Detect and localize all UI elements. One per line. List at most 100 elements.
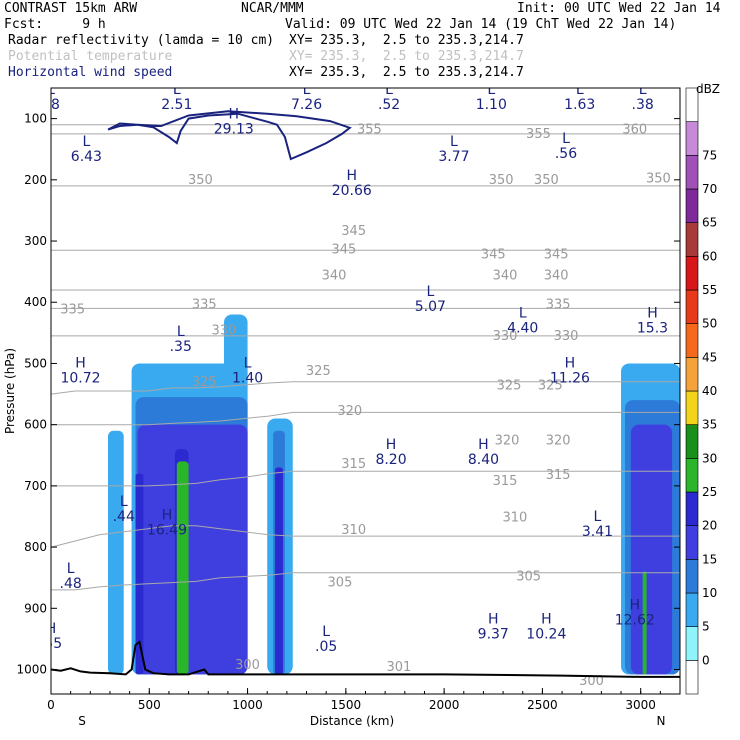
wind-extremum-marker: L: [594, 509, 602, 525]
wind-extremum-value: .44: [113, 509, 135, 525]
wind-extremum-value: 10.24: [526, 627, 566, 643]
wind-extremum-marker: H: [162, 508, 173, 524]
terrain-line: [51, 640, 680, 678]
y-tick-label: 700: [24, 479, 47, 493]
wind-extremum-value: .55: [40, 636, 62, 652]
wind-extremum-value: .52: [378, 97, 400, 113]
colorbar-label: 40: [702, 384, 717, 398]
forecast-hour: Fcst: 9 h: [4, 17, 106, 32]
wind-extremum-marker: H: [386, 437, 397, 453]
wind-extremum-value: 1.40: [232, 371, 263, 387]
theta-label: 335: [546, 298, 571, 313]
colorbar-cell: [685, 188, 699, 223]
theta-label: 350: [646, 172, 671, 187]
colorbar-label: 75: [702, 148, 717, 162]
colorbar-label: 65: [702, 216, 717, 230]
wind-extremum-marker: H: [478, 437, 489, 453]
colorbar-cell: [685, 155, 699, 190]
theta-label: 325: [538, 378, 563, 393]
wind-extremum-value: 29.13: [214, 122, 254, 138]
theta-label: 350: [489, 173, 514, 188]
valid-time: Valid: 09 UTC Wed 22 Jan 14 (19 ChT Wed …: [285, 17, 677, 32]
colorbar-cell: [685, 121, 699, 156]
wind-extremum-value: 10.72: [60, 371, 100, 387]
colorbar-label: 30: [702, 451, 717, 465]
wind-extremum-marker: L: [450, 134, 458, 150]
wind-extremum-marker: H: [630, 598, 641, 614]
colorbar-cell: [685, 592, 699, 627]
colorbar-label: 55: [702, 283, 717, 297]
wind-extremum-value: 3.41: [582, 524, 613, 540]
colorbar-label: 15: [702, 552, 717, 566]
theta-label: 305: [328, 576, 353, 591]
colorbar-label: 70: [702, 182, 717, 196]
wind-extremum-marker: L: [120, 494, 128, 510]
wind-extremum-marker: H: [75, 356, 86, 372]
colorbar-label: 0: [702, 653, 710, 667]
theta-label: 350: [534, 173, 559, 188]
wind-extremum-value: 2.51: [161, 97, 192, 113]
x-tick-label: 2000: [429, 698, 460, 712]
wind-extremum-value: 1.63: [564, 97, 595, 113]
wind-extremum-value: 3.77: [438, 149, 469, 165]
reflectivity-column: [642, 571, 647, 675]
y-tick-label: 300: [24, 234, 47, 248]
y-tick-label: 200: [24, 173, 47, 187]
field-theta-xy: XY= 235.3, 2.5 to 235.3,214.7: [289, 49, 524, 64]
wind-layer: L08L2.51L7.26L.52L1.10L1.63L.38H29.13L6.…: [40, 82, 668, 655]
wind-extremum-value: .56: [555, 146, 577, 162]
field-theta: Potential temperature: [8, 49, 173, 64]
theta-label: 310: [341, 523, 366, 538]
field-wind-xy: XY= 235.3, 2.5 to 235.3,214.7: [289, 65, 524, 80]
wind-extremum-value: 12.62: [615, 613, 655, 629]
wind-extremum-marker: H: [647, 306, 658, 322]
y-tick-label: 100: [24, 112, 47, 126]
center-label: NCAR/MMM: [241, 1, 304, 16]
y-tick-label: 500: [24, 356, 47, 370]
wind-extremum-marker: L: [82, 134, 90, 150]
x-tick-label: 3000: [625, 698, 656, 712]
reflectivity-column: [176, 461, 189, 675]
colorbar-label: 35: [702, 418, 717, 432]
wind-extremum-marker: L: [562, 131, 570, 147]
south-label: S: [78, 714, 86, 728]
wind-extremum-value: 5.07: [415, 299, 446, 315]
wind-extremum-marker: L: [426, 284, 434, 300]
wind-extremum-marker: L: [67, 561, 75, 577]
colorbar: 0 5 10 15 20 25 30 35 40 45 50 55 60 65 70 75: [685, 87, 717, 695]
wind-extremum-value: 8.40: [468, 452, 499, 468]
theta-label: 335: [192, 298, 217, 313]
theta-label: 305: [516, 569, 541, 584]
theta-label: 340: [322, 268, 347, 283]
wind-extremum-value: .35: [170, 339, 192, 355]
y-tick-label: 800: [24, 540, 47, 554]
wind-extremum-value: .38: [632, 97, 654, 113]
theta-label: 301: [387, 660, 412, 675]
wind-extremum-value: 8.20: [375, 452, 406, 468]
wind-extremum-value: .05: [315, 639, 337, 655]
theta-label: 325: [497, 378, 522, 393]
theta-isoline: [51, 381, 680, 395]
colorbar-cell: [685, 559, 699, 594]
theta-label: 345: [544, 247, 569, 262]
wind-extremum-marker: L: [173, 82, 181, 98]
wind-extremum-marker: L: [639, 82, 647, 98]
reflectivity-column: [275, 467, 283, 675]
colorbar-unit: dBZ: [696, 82, 720, 96]
field-wind: Horizontal wind speed: [8, 65, 173, 80]
x-tick-label: 1500: [331, 698, 362, 712]
reflectivity-column: [137, 424, 248, 675]
theta-label: 340: [493, 268, 518, 283]
y-tick-label: 1000: [16, 663, 47, 677]
wind-extremum-marker: L: [177, 324, 185, 340]
x-tick-label: 500: [138, 698, 161, 712]
reflectivity-layer: [108, 314, 680, 675]
colorbar-cell: [685, 660, 699, 695]
theta-label: 325: [192, 375, 217, 390]
wind-extremum-marker: L: [576, 82, 584, 98]
wind-isotach: [107, 110, 352, 161]
colorbar-cell: [685, 491, 699, 526]
reflectivity-column: [630, 424, 673, 675]
colorbar-cell: [685, 222, 699, 257]
colorbar-label: 25: [702, 485, 717, 499]
